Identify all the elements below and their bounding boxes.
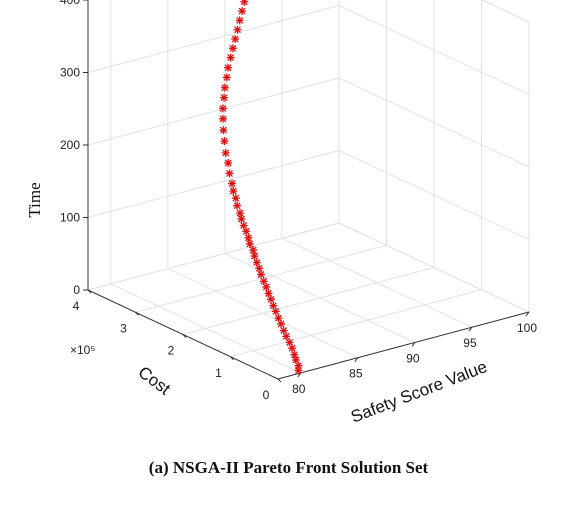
pareto-point (220, 83, 229, 92)
x-tick-mark (411, 342, 416, 347)
pareto-point (269, 301, 278, 310)
pareto-point (222, 73, 231, 82)
y-tick-label: 3 (120, 321, 127, 335)
pareto-point (290, 350, 299, 359)
cost-multiplier-label: ×10⁵ (70, 343, 95, 357)
pareto-point (239, 221, 248, 230)
y-axis-label: Cost (135, 362, 175, 398)
pareto-point (221, 148, 230, 157)
x-tick-label: 95 (463, 336, 477, 350)
y-tick-mark (87, 289, 92, 294)
y-tick-label: 2 (168, 344, 175, 358)
z-axis-label: Time (25, 182, 44, 217)
y-tick-mark (230, 356, 234, 361)
pareto-point (229, 187, 238, 195)
figure-caption: (a) NSGA-II Pareto Front Solution Set (148, 458, 429, 477)
x-tick-mark (468, 326, 473, 332)
y-tick-label: 4 (73, 299, 80, 313)
pareto-point (245, 239, 254, 248)
pareto-point (259, 277, 268, 286)
pareto-point (231, 35, 240, 43)
pareto-point (225, 169, 234, 178)
x-tick-label: 85 (349, 367, 363, 381)
pareto-point (249, 246, 258, 254)
pareto-point (285, 338, 294, 347)
z-tick-label: 400 (60, 0, 80, 7)
pareto-point (220, 137, 229, 146)
y-tick-mark (135, 311, 139, 316)
z-tick-label: 300 (60, 66, 80, 80)
pareto-point (231, 194, 240, 203)
pareto-point (237, 215, 246, 224)
y-tick-mark (277, 378, 282, 383)
grid (87, 0, 530, 380)
pareto-point (219, 126, 228, 135)
pareto-point (224, 159, 233, 167)
tick-labels: 80 85 90 95 100 0 1 2 3 4 0 100 200 300 400 (60, 0, 537, 402)
pareto-point (264, 289, 273, 298)
pareto-point (240, 0, 249, 6)
pareto-point (238, 7, 246, 16)
z-tick-label: 100 (60, 211, 80, 225)
pareto-point (274, 314, 283, 323)
x-axis-line (277, 311, 530, 380)
y-tick-mark (182, 334, 187, 338)
pareto-point (279, 326, 288, 335)
grid-line (338, 222, 530, 313)
pareto-point (291, 356, 300, 364)
grid-line (480, 0, 530, 23)
y-tick-label: 1 (215, 366, 222, 380)
x-tick-label: 100 (517, 321, 537, 335)
pareto-point (244, 233, 253, 242)
x-axis-label: Safety Score Value (348, 357, 490, 426)
pareto-point (219, 114, 227, 123)
grid-line (87, 77, 340, 146)
grid-line (87, 5, 340, 73)
grid-line (87, 150, 340, 218)
data-points (218, 0, 303, 375)
x-tick-mark (354, 357, 359, 362)
grid-line (338, 5, 530, 95)
pareto-point (233, 25, 242, 34)
x-tick-label: 90 (406, 351, 420, 365)
pareto-point (228, 44, 237, 53)
grid-line (87, 222, 340, 291)
grid-line (338, 150, 530, 240)
pareto-point (235, 16, 244, 25)
pareto-point (228, 179, 236, 188)
pareto-point (224, 63, 233, 72)
x-tick-label: 80 (292, 382, 306, 396)
x-tick-mark (297, 372, 302, 378)
pareto-point (218, 104, 227, 113)
grid-line (230, 289, 482, 358)
x-tick-mark (525, 311, 530, 317)
pareto-point (226, 53, 235, 62)
z-tick-label: 200 (60, 138, 80, 152)
axes (83, 0, 530, 383)
y-tick-label: 0 (263, 388, 270, 402)
z-tick-label: 0 (73, 283, 80, 297)
pareto-point (236, 209, 245, 218)
pareto-point (250, 252, 259, 261)
pareto-point (233, 201, 242, 210)
grid-line (182, 267, 435, 335)
grid-line (338, 77, 530, 168)
pareto-point (220, 93, 228, 102)
pareto-point (257, 270, 265, 279)
pareto-point (252, 258, 261, 267)
